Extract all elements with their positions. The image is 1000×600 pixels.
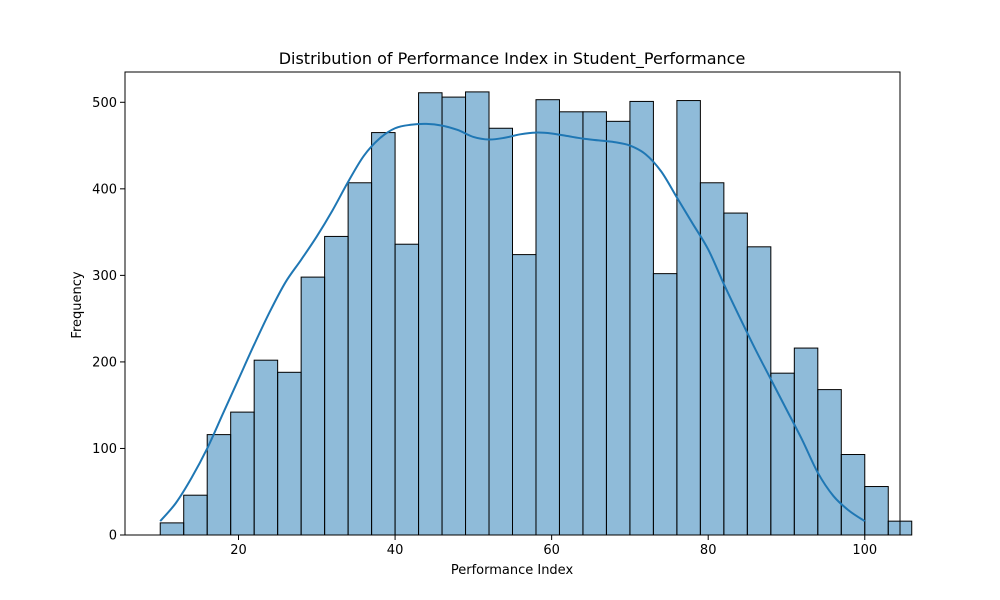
histogram-bar xyxy=(512,254,537,536)
histogram-bar xyxy=(840,454,866,536)
y-axis-label: Frequency xyxy=(70,271,85,338)
y-tick-label: 0 xyxy=(109,529,117,544)
histogram-bar xyxy=(324,235,349,536)
y-tick-label: 300 xyxy=(92,269,117,284)
histogram-bar xyxy=(253,359,279,536)
histogram-bar xyxy=(793,347,819,536)
histogram-bar xyxy=(277,371,302,536)
histogram-bar xyxy=(817,389,842,536)
histogram-bar xyxy=(746,246,772,536)
histogram-bar xyxy=(699,182,725,536)
histogram-bar xyxy=(864,486,889,536)
histogram-bar xyxy=(159,522,185,536)
histogram-bar xyxy=(605,120,631,536)
histogram-bar xyxy=(488,127,513,536)
histogram-bar xyxy=(394,243,420,536)
chart-title: Distribution of Performance Index in Stu… xyxy=(279,49,746,69)
x-tick-label: 100 xyxy=(852,543,877,558)
x-axis-label: Performance Index xyxy=(451,563,574,578)
x-tick-label: 40 xyxy=(387,543,404,558)
histogram-bar xyxy=(183,494,208,536)
x-axis-ticks: 20 40 60 80 100 xyxy=(230,535,877,558)
y-tick-label: 400 xyxy=(92,182,117,197)
plot-frame xyxy=(124,71,901,536)
histogram-bar xyxy=(418,92,443,536)
histogram-bar xyxy=(206,434,232,536)
kde-curve xyxy=(159,122,866,522)
histogram-bar xyxy=(770,372,795,536)
histogram-bar xyxy=(676,100,701,536)
x-tick-label: 80 xyxy=(700,543,717,558)
histogram-bar xyxy=(652,273,678,536)
histogram-bar xyxy=(629,100,654,536)
x-tick-label: 60 xyxy=(543,543,560,558)
x-tick-label: 20 xyxy=(230,543,247,558)
histogram-bar xyxy=(230,411,255,536)
histogram-bar xyxy=(371,132,396,536)
y-tick-label: 100 xyxy=(92,442,117,457)
histogram-bar xyxy=(441,96,467,536)
y-axis-ticks: 0 100 200 300 400 500 xyxy=(92,96,125,544)
histogram-bar xyxy=(300,276,326,536)
y-tick-label: 200 xyxy=(92,355,117,370)
histogram-bar xyxy=(723,212,748,536)
histogram-bar xyxy=(465,91,490,536)
histogram-bar xyxy=(347,182,373,536)
histogram-bar xyxy=(535,99,560,536)
histogram-bar xyxy=(582,111,607,536)
histogram-bar xyxy=(558,111,584,536)
y-tick-label: 500 xyxy=(92,96,117,111)
histogram-bars xyxy=(159,91,913,536)
